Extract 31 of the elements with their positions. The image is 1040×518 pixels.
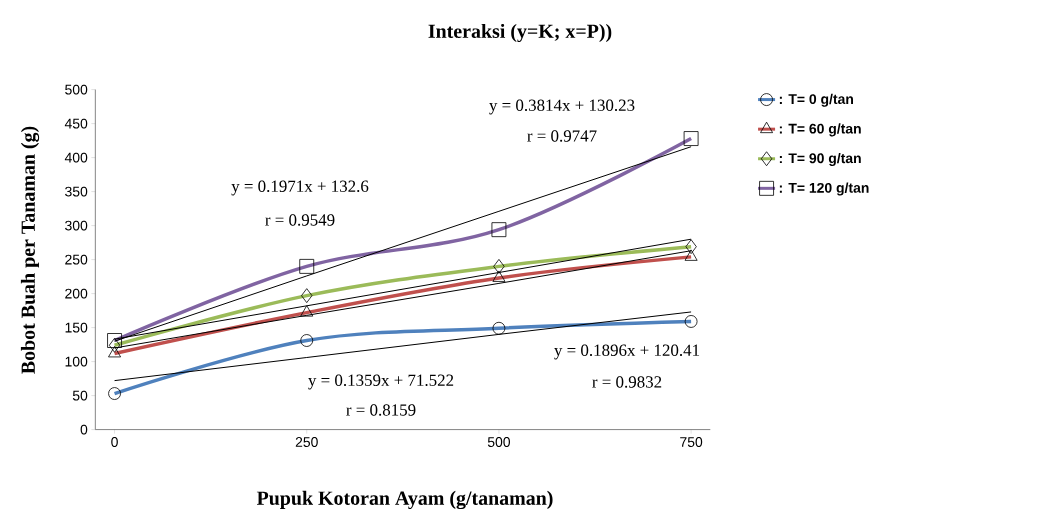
annotation: r = 0.9549	[265, 214, 335, 226]
annotation: y = 0.1359x + 71.522	[308, 374, 454, 390]
y-tick-label: 400	[64, 152, 88, 163]
point	[107, 333, 122, 348]
x-tick-label: 250	[295, 437, 318, 447]
annotation: r = 0.9832	[592, 376, 662, 388]
chart-title: Interaksi (y=K; x=P))	[428, 23, 612, 43]
y-axis-title: Bobot Buah per Tanaman (g)	[20, 126, 40, 374]
annotation: y = 0.3814x + 130.23	[489, 99, 635, 115]
x-axis-title: Pupuk Kotoran Ayam (g/tanaman)	[256, 490, 553, 510]
y-tick-label: 450	[64, 118, 88, 129]
y-tick-label: 350	[65, 186, 88, 197]
x-tick-label: 0	[111, 437, 118, 447]
y-tick-label: 200	[65, 288, 88, 299]
legend-label: : T= 0 g/tan	[779, 93, 853, 107]
x-tick-label: 500	[487, 437, 511, 447]
y-tick-label: 100	[65, 356, 88, 367]
y-tick-label: 300	[65, 220, 88, 231]
annotation: r = 0.9747	[527, 130, 597, 142]
legend-label: : T= 60 g/tan	[779, 123, 861, 137]
y-tick-label: 0	[80, 424, 88, 435]
annotation: y = 0.1971x + 132.6	[231, 180, 369, 196]
annotation: r = 0.8159	[346, 404, 416, 416]
legend-label: : T= 120 g/tan	[779, 182, 869, 196]
x-tick-label: 750	[680, 437, 703, 447]
y-tick-label: 50	[72, 390, 88, 401]
y-tick-label: 150	[65, 322, 88, 333]
annotation: y = 0.1896x + 120.41	[554, 344, 700, 360]
y-tick-label: 500	[65, 84, 88, 95]
legend-label: : T= 90 g/tan	[779, 152, 861, 167]
y-tick-label: 250	[65, 254, 88, 265]
